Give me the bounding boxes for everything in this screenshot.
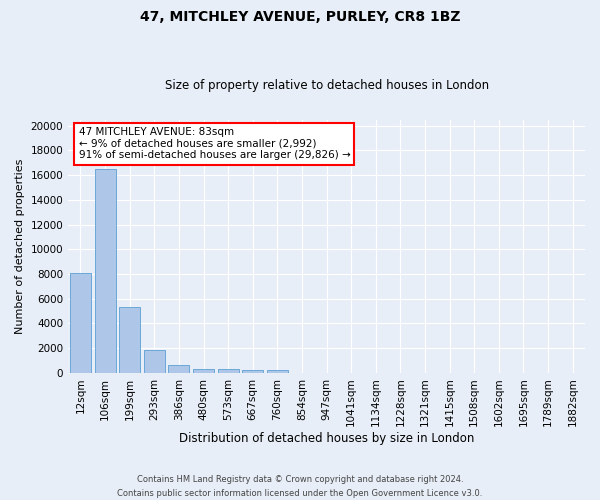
Text: 47, MITCHLEY AVENUE, PURLEY, CR8 1BZ: 47, MITCHLEY AVENUE, PURLEY, CR8 1BZ (140, 10, 460, 24)
Y-axis label: Number of detached properties: Number of detached properties (15, 158, 25, 334)
Bar (70, 273, 91, 373)
Bar (193, 368, 214, 373)
Bar (95, 169, 116, 373)
Bar (144, 350, 165, 373)
Bar (242, 370, 263, 373)
Text: Contains HM Land Registry data © Crown copyright and database right 2024.
Contai: Contains HM Land Registry data © Crown c… (118, 476, 482, 498)
Title: Size of property relative to detached houses in London: Size of property relative to detached ho… (164, 79, 488, 92)
Bar (218, 370, 239, 373)
Text: 47 MITCHLEY AVENUE: 83sqm
← 9% of detached houses are smaller (2,992)
91% of sem: 47 MITCHLEY AVENUE: 83sqm ← 9% of detach… (79, 127, 350, 160)
Bar (119, 308, 140, 373)
X-axis label: Distribution of detached houses by size in London: Distribution of detached houses by size … (179, 432, 474, 445)
Bar (169, 365, 190, 373)
Bar (267, 370, 288, 373)
